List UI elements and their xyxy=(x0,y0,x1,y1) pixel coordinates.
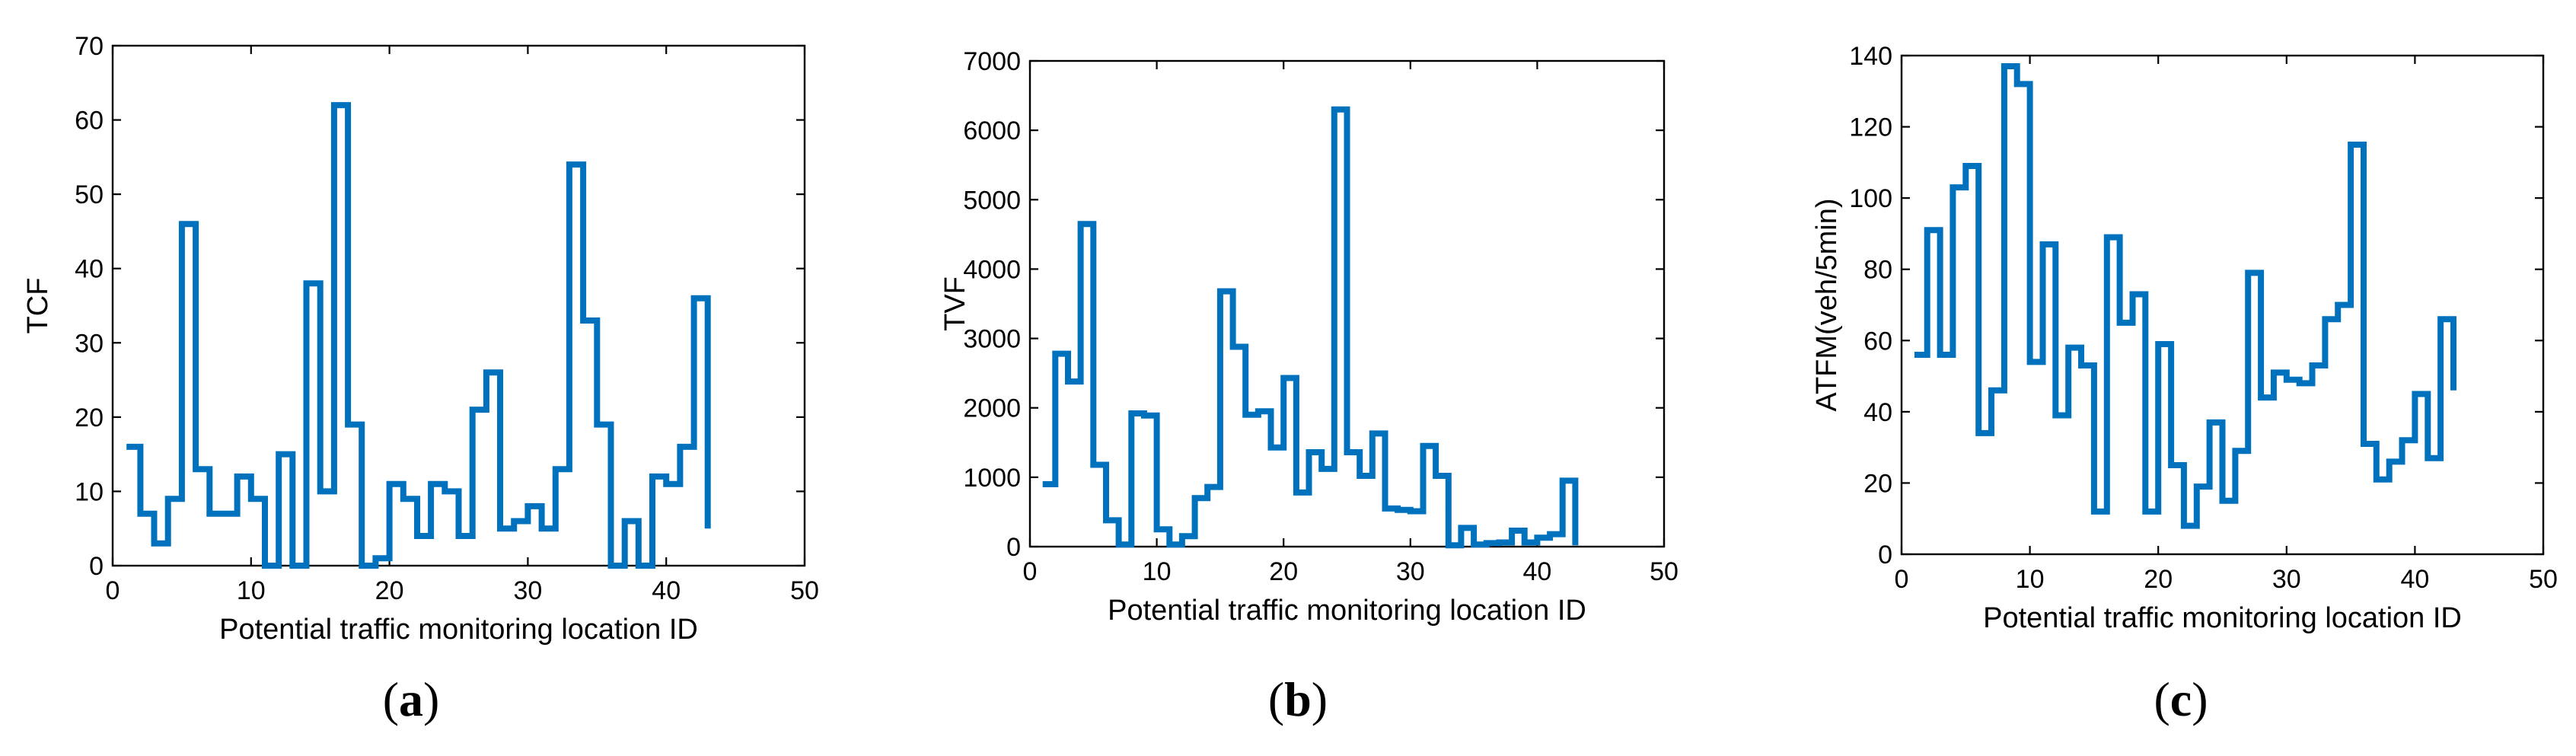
chart-panel-b: 0 10 20 30 40 50 0 1000 2000 3000 4000 5000 6000 7000… xyxy=(939,47,1679,726)
x-tick-label: 0 xyxy=(1023,557,1038,586)
x-tick-label: 50 xyxy=(1650,557,1679,586)
y-tick-label: 50 xyxy=(75,180,104,209)
x-tick-label: 50 xyxy=(2529,565,2558,594)
x-tick-label: 30 xyxy=(1396,557,1425,586)
axes-box xyxy=(1900,54,2545,556)
y-tick-label: 4000 xyxy=(963,255,1021,284)
panel-label-a: (a) xyxy=(383,672,440,726)
x-tick-label: 0 xyxy=(106,576,120,605)
y-tick-label: 0 xyxy=(1006,533,1021,562)
y-tick-label: 40 xyxy=(75,255,104,284)
x-tick-label: 20 xyxy=(1269,557,1298,586)
y-tick-label: 10 xyxy=(75,477,104,506)
axes-box xyxy=(1028,59,1666,548)
y-axis-title-c: ATFM(veh/5min) xyxy=(1811,198,1843,411)
axes-box xyxy=(111,44,806,567)
y-axis-title-a: TCF xyxy=(22,278,54,334)
x-axis-title-a: Potential traffic monitoring location ID xyxy=(219,614,698,646)
y-tick-label: 6000 xyxy=(963,116,1021,145)
y-tick-label: 20 xyxy=(1863,469,1892,498)
x-tick-label: 10 xyxy=(1143,557,1172,586)
x-axis-title-c: Potential traffic monitoring location ID xyxy=(1983,602,2462,634)
y-axis-title-b: TVF xyxy=(939,276,971,331)
y-tick-label: 7000 xyxy=(963,47,1021,76)
y-tick-label: 40 xyxy=(1863,398,1892,427)
y-tick-label: 0 xyxy=(89,552,104,581)
x-tick-label: 30 xyxy=(2272,565,2301,594)
x-axis-title-b: Potential traffic monitoring location ID xyxy=(1108,595,1586,627)
x-tick-label: 40 xyxy=(2400,565,2429,594)
x-tick-label: 40 xyxy=(652,576,681,605)
y-tick-label: 30 xyxy=(75,329,104,358)
y-tick-label: 0 xyxy=(1878,541,1892,569)
y-tick-label: 1000 xyxy=(963,464,1021,493)
y-tick-label: 70 xyxy=(75,32,104,61)
series-line xyxy=(1042,106,1579,549)
y-tick-label: 140 xyxy=(1849,42,1892,71)
series-line xyxy=(1914,63,2456,529)
y-tick-label: 3000 xyxy=(963,325,1021,354)
plot-area-a: 0 10 20 30 40 50 0 10 20 30 40 50 60 70 xyxy=(75,32,819,605)
y-tick-label: 60 xyxy=(75,107,104,136)
x-tick-label: 20 xyxy=(2144,565,2173,594)
x-tick-label: 20 xyxy=(375,576,404,605)
y-tick-label: 60 xyxy=(1863,327,1892,356)
x-tick-label: 0 xyxy=(1895,565,1909,594)
panel-label-b: (b) xyxy=(1268,672,1328,726)
x-tick-label: 10 xyxy=(2016,565,2045,594)
y-tick-label: 5000 xyxy=(963,186,1021,215)
y-tick-label: 80 xyxy=(1863,256,1892,285)
chart-panel-a: 0 10 20 30 40 50 0 10 20 30 40 50 60 70 Potential tra… xyxy=(22,32,819,726)
x-tick-label: 10 xyxy=(237,576,266,605)
y-tick-label: 20 xyxy=(75,404,104,432)
x-tick-label: 50 xyxy=(790,576,819,605)
chart-panel-c: 0 10 20 30 40 50 0 20 40 60 80 100 120 140 Potential … xyxy=(1811,42,2558,726)
x-tick-label: 30 xyxy=(513,576,542,605)
panel-label-c: (c) xyxy=(2154,672,2208,726)
y-tick-label: 100 xyxy=(1849,184,1892,213)
x-tick-label: 40 xyxy=(1522,557,1551,586)
plot-area-c: 0 10 20 30 40 50 0 20 40 60 80 100 120 140 xyxy=(1849,42,2558,594)
y-tick-label: 2000 xyxy=(963,394,1021,423)
y-tick-label: 120 xyxy=(1849,113,1892,142)
series-line xyxy=(126,102,711,569)
plot-area-b: 0 10 20 30 40 50 0 1000 2000 3000 4000 5000 6000 7000 xyxy=(963,47,1679,586)
